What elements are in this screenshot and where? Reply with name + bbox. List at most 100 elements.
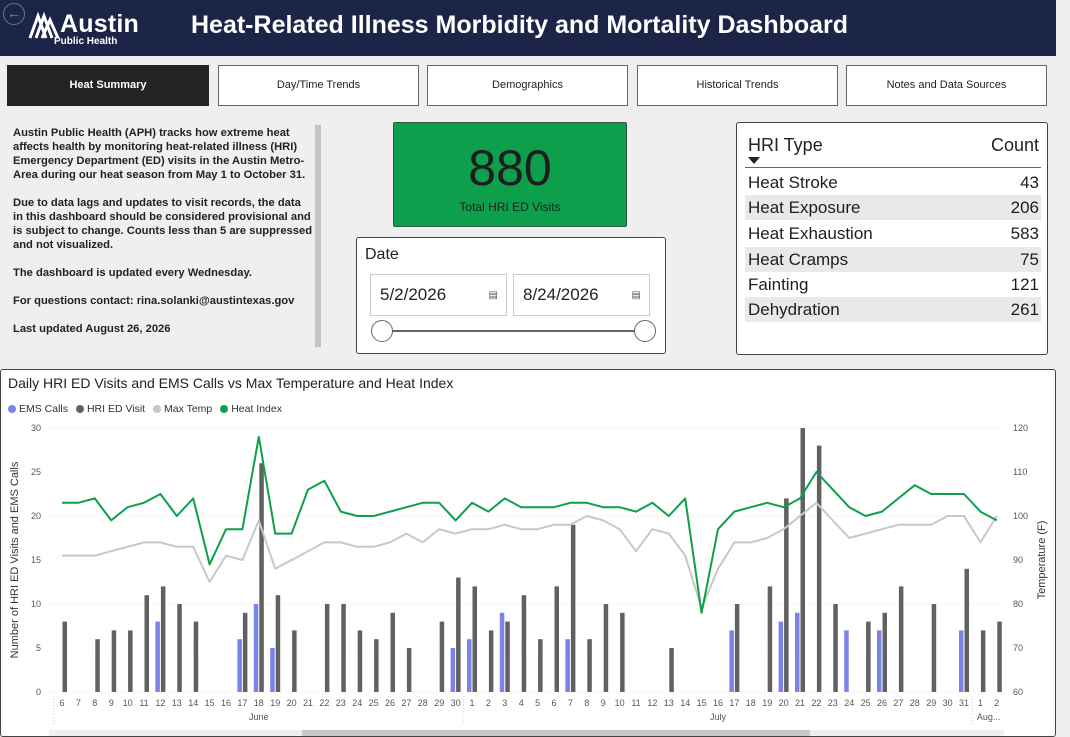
legend-item-heat-index[interactable]: Heat Index [220,403,282,415]
header-bar: ← Austin Public Health Heat-Related Illn… [0,0,1056,56]
x-tick-label: 24 [352,698,362,708]
date-filter-title: Date [365,246,399,263]
table-row[interactable]: Heat Stroke 43 [745,170,1041,195]
hri-ed-visit-bar [521,595,527,692]
tab-day-time-trends[interactable]: Day/Time Trends [218,65,419,106]
y-tick-label: 30 [31,423,41,433]
x-tick-label: 16 [221,698,231,708]
page-title: Heat-Related Illness Morbidity and Morta… [191,11,849,39]
end-date-input[interactable]: 8/24/2026 ▤ [513,274,650,316]
hri-ed-visit-bar [800,428,805,692]
y-tick-label: 20 [31,511,41,521]
info-text-panel: Austin Public Health (APH) tracks how ex… [13,126,313,350]
tab-demographics[interactable]: Demographics [427,65,628,106]
x-tick-label: 20 [287,698,297,708]
legend-item-ems-calls[interactable]: EMS Calls [8,403,68,415]
hri-ed-visit-bar [620,612,625,692]
hri-ed-visit-bar [275,595,281,692]
total-visits-label: Total HRI ED Visits [459,200,561,214]
tab-historical-trends[interactable]: Historical Trends [637,65,838,106]
hri-ed-visit-bar [833,604,838,692]
hri-type-cell: Fainting [748,275,809,294]
legend-item-max-temp[interactable]: Max Temp [153,403,212,415]
ems-calls-bar [270,648,275,692]
logo-subtitle: Public Health [54,36,118,47]
hri-type-table: HRI Type Count Heat Stroke 43 Heat Exposu… [736,122,1048,355]
y-tick-label: 25 [31,467,41,477]
legend-label: HRI ED Visit [86,403,146,415]
back-arrow-icon[interactable]: ← [3,3,25,25]
x-tick-label: 27 [401,698,411,708]
x-tick-label: 16 [713,698,723,708]
calendar-icon[interactable]: ▤ [488,290,498,301]
max-temp-line [62,501,998,610]
total-visits-value: 880 [468,140,552,196]
table-row[interactable]: Fainting 121 [745,272,1041,297]
ems-calls-bar [499,612,505,692]
hri-ed-visit-bar [160,586,166,692]
hri-ed-visit-bar [357,630,363,692]
hri-ed-visit-bar [816,445,822,692]
x-tick-label: 7 [568,698,573,708]
hri-ed-visit-bar [62,621,67,692]
column-header-count[interactable]: Count [990,135,1039,155]
tab-heat-summary[interactable]: Heat Summary [7,65,209,106]
ems-calls-bar [778,621,784,692]
calendar-icon[interactable]: ▤ [631,290,641,301]
x-tick-label: 29 [434,698,444,708]
ems-calls-bar [450,648,456,692]
table-row[interactable]: Heat Exhaustion 583 [745,221,1041,246]
x-tick-label: 12 [647,698,657,708]
x-tick-label: 26 [385,698,395,708]
date-slider-end-handle[interactable] [634,320,656,342]
x-tick-label: 8 [92,698,97,708]
table-row[interactable]: Dehydration 261 [745,297,1041,322]
hri-ed-visit-bar [390,612,395,692]
x-tick-label: 6 [59,698,64,708]
date-slider-start-handle[interactable] [371,320,393,342]
hri-ed-visit-bar [292,630,297,692]
tab-notes-and-data-sources[interactable]: Notes and Data Sources [846,65,1047,106]
x-tick-label: 18 [254,698,264,708]
column-header-hri-type[interactable]: HRI Type [748,135,823,155]
legend-label: EMS Calls [19,403,69,415]
ems-calls-bar [565,639,570,692]
y-tick-label: 10 [31,599,41,609]
hri-ed-visit-bar [193,621,199,692]
x-tick-label: 2 [994,698,999,708]
legend-dot-icon [220,404,229,413]
x-tick-label: 14 [188,698,198,708]
ems-calls-bar [729,630,734,692]
sort-down-icon[interactable] [748,157,760,164]
info-scrollbar[interactable] [315,125,321,347]
x-tick-label: 19 [270,698,280,708]
scrollbar-thumb[interactable] [302,730,810,736]
x-tick-label: 3 [502,698,507,708]
chart-horizontal-scrollbar[interactable] [49,730,1004,736]
date-range-slider-track[interactable] [381,330,647,332]
month-label: Aug... [977,712,1001,722]
count-cell: 43 [1020,173,1039,192]
x-tick-label: 27 [893,698,903,708]
table-row[interactable]: Heat Cramps 75 [745,247,1041,272]
info-paragraph: The dashboard is updated every Wednesday… [13,267,252,279]
start-date-input[interactable]: 5/2/2026 ▤ [370,274,507,316]
hri-ed-visit-bar [898,586,904,692]
x-tick-label: 22 [811,698,821,708]
legend-item-hri-ed-visit[interactable]: HRI ED Visit [75,403,146,415]
x-tick-label: 19 [762,698,772,708]
hri-ed-visit-bar [603,604,609,692]
x-tick-label: 11 [631,698,640,708]
x-tick-label: 23 [828,698,838,708]
y-axis-title: Number of HRI ED Visits and EMS Calls [9,461,21,658]
x-tick-label: 13 [172,698,182,708]
date-filter-card: Date 5/2/2026 ▤ 8/24/2026 ▤ [356,237,666,354]
x-tick-label: 22 [319,698,329,708]
table-row[interactable]: Heat Exposure 206 [745,195,1041,220]
info-paragraph: Due to data lags and updates to visit re… [13,197,313,251]
x-tick-label: 13 [664,698,674,708]
x-tick-label: 15 [697,698,707,708]
hri-ed-visit-bar [784,498,789,692]
x-tick-label: 14 [680,698,690,708]
